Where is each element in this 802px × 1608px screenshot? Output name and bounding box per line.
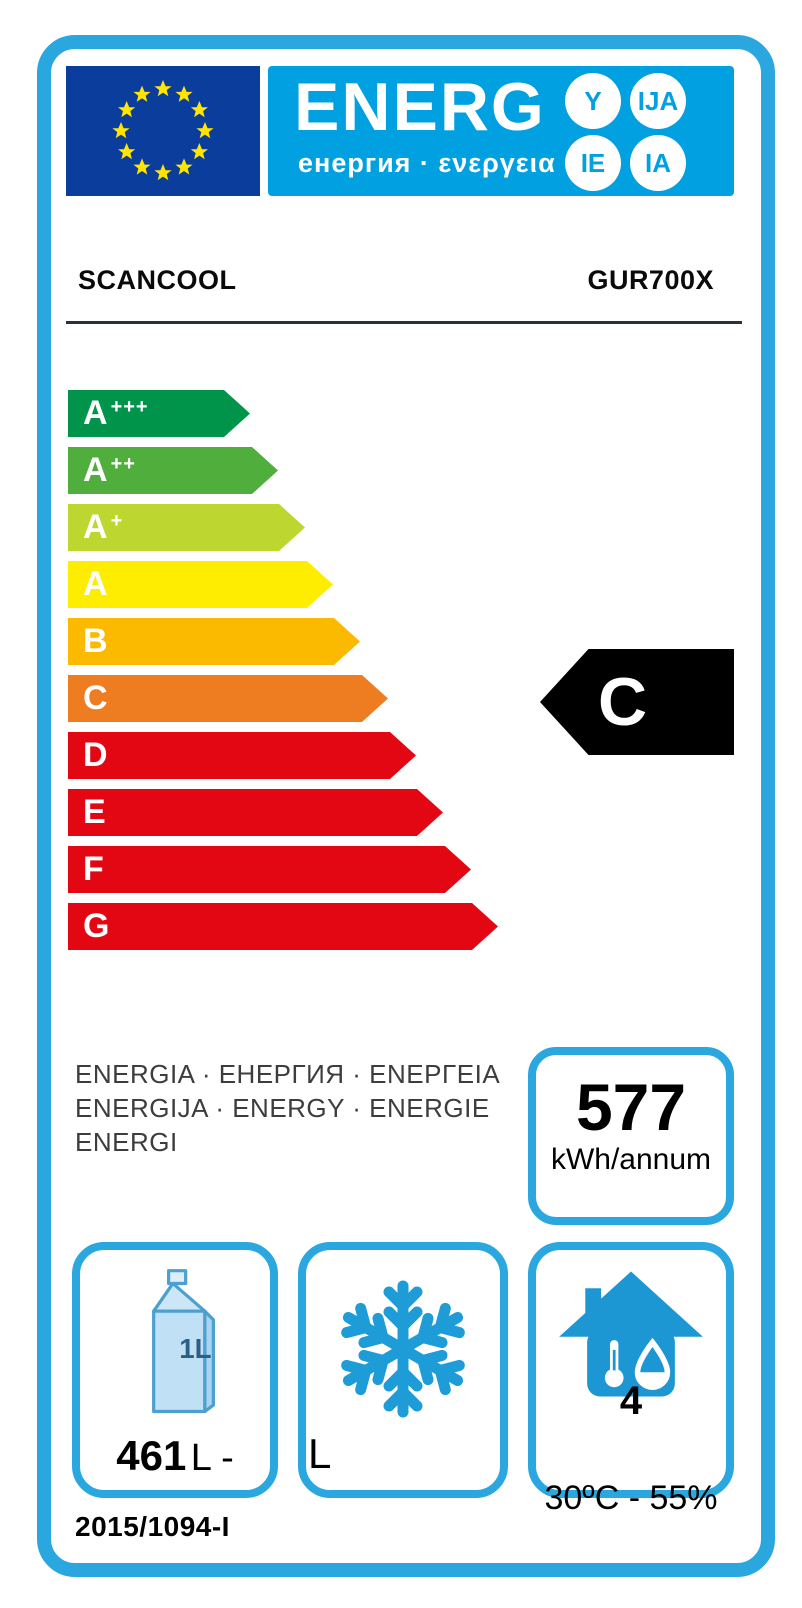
- snowflake-icon: [328, 1280, 478, 1424]
- energy-words-line3: ENERGI: [75, 1127, 178, 1157]
- house-climate-icon: [559, 1271, 703, 1397]
- header-divider: [66, 321, 742, 324]
- rating-scale-arrow-A+++: A +++: [68, 390, 250, 437]
- rating-scale-arrow-A++: A ++: [68, 447, 278, 494]
- freezer-volume-text: L: [308, 1430, 332, 1477]
- rating-scale-arrow-G: G: [68, 903, 498, 950]
- fridge-volume-value: 461: [116, 1432, 187, 1479]
- rating-letter: C: [598, 664, 648, 740]
- rating-arrow: C: [540, 649, 734, 755]
- climate-condition: 30ºC - 55%: [544, 1479, 718, 1517]
- energ-suffix-ie: IE: [565, 135, 621, 191]
- energ-suffix-ia: IA: [630, 135, 686, 191]
- droplet-icon: [634, 1337, 671, 1390]
- consumption-unit: kWh/annum: [550, 1143, 712, 1176]
- consumption-box: 577 kWh/annum: [528, 1047, 734, 1225]
- fridge-volume-box: 1L 461 L -: [72, 1242, 278, 1498]
- energ-banner: ENERG енергия · ενεργεια Y IJA IE IA: [268, 66, 734, 196]
- eu-stars-icon: [112, 80, 214, 181]
- energ-wordmark: ENERG: [294, 69, 546, 145]
- carton-1l-text: 1L: [179, 1333, 211, 1364]
- rating-scale-arrow-B: B: [68, 618, 360, 665]
- freezer-volume-box: L: [298, 1242, 508, 1498]
- rating-scale-arrow-D: D: [68, 732, 416, 779]
- model-number: GUR700X: [587, 265, 714, 295]
- rating-scale-arrow-A: A: [68, 561, 333, 608]
- eu-flag: [66, 66, 260, 196]
- fridge-volume-text: 461 L -: [80, 1432, 270, 1480]
- energ-subtitle: енергия · ενεργεια: [298, 148, 556, 178]
- energ-suffix-ija: IJA: [630, 73, 686, 129]
- climate-class-value: 4: [619, 1379, 643, 1423]
- rating-scale-arrow-A+: A +: [68, 504, 305, 551]
- energy-words: ENERGIA · ЕНЕРГИЯ · ΕΝΕΡΓΕΙΑ ENERGIJA · …: [75, 1057, 500, 1159]
- energy-label: ENERG енергия · ενεργεια Y IJA IE IA SCA…: [37, 35, 775, 1577]
- consumption-value: 577: [575, 1070, 687, 1144]
- energy-words-line1: ENERGIA · ЕНЕРГИЯ · ΕΝΕΡΓΕΙΑ: [75, 1059, 501, 1089]
- rating-scale-arrow-F: F: [68, 846, 471, 893]
- rating-scale-arrow-C: C: [68, 675, 388, 722]
- energ-suffix-y: Y: [565, 73, 621, 129]
- regulation-number: 2015/1094-I: [75, 1511, 230, 1542]
- energy-words-line2: ENERGIJA · ENERGY · ENERGIE: [75, 1093, 490, 1123]
- brand-name: SCANCOOL: [78, 265, 237, 295]
- fridge-volume-unit: L -: [190, 1437, 234, 1479]
- thermometer-icon: [604, 1340, 624, 1388]
- climate-class-box: 4 30ºC - 55%: [528, 1242, 734, 1517]
- rating-scale-arrow-E: E: [68, 789, 443, 836]
- milk-carton-icon: 1L: [152, 1269, 215, 1414]
